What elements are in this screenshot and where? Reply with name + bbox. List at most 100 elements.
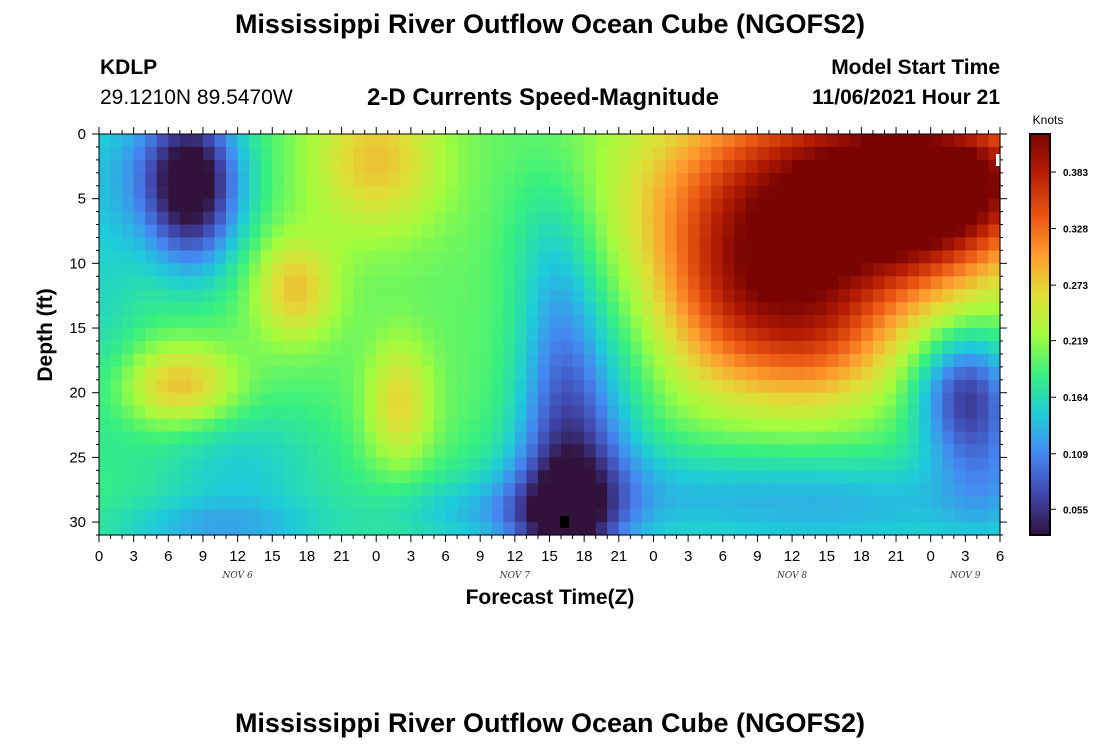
heatmap-cell	[526, 366, 539, 381]
heatmap-cell	[815, 470, 828, 484]
heatmap-cell	[387, 340, 400, 355]
heatmap-cell	[711, 353, 724, 368]
heatmap-cell	[295, 224, 308, 239]
heatmap-cell	[965, 263, 978, 277]
heatmap-cell	[537, 172, 551, 187]
heatmap-cell	[99, 366, 112, 381]
heatmap-cell	[549, 211, 562, 226]
heatmap-cell	[491, 289, 504, 303]
heatmap-cell	[607, 379, 620, 394]
heatmap-cell	[607, 146, 620, 161]
heatmap-cell	[757, 340, 770, 355]
heatmap-cell	[376, 457, 389, 471]
heatmap-cell	[537, 276, 551, 290]
heatmap-cell	[537, 418, 551, 433]
heatmap-cell	[237, 431, 250, 446]
heatmap-cell	[364, 224, 377, 239]
heatmap-cell	[757, 509, 770, 523]
heatmap-cell	[872, 237, 886, 252]
heatmap-cell	[768, 405, 782, 420]
heatmap-cell	[699, 159, 712, 174]
heatmap-cell	[595, 418, 608, 433]
heatmap-cell	[410, 134, 424, 148]
heatmap-cell	[641, 211, 655, 226]
heatmap-cell	[214, 315, 227, 329]
heatmap-cell	[665, 444, 678, 458]
heatmap-cell	[422, 146, 435, 161]
heatmap-cell	[838, 185, 851, 200]
heatmap-cell	[618, 496, 631, 510]
heatmap-cell	[722, 134, 735, 148]
heatmap-cell	[272, 159, 285, 174]
heatmap-cell	[364, 431, 377, 446]
heatmap-cell	[237, 263, 250, 277]
heatmap-cell	[260, 418, 273, 433]
heatmap-cell	[399, 237, 412, 252]
heatmap-cell	[676, 146, 689, 161]
heatmap-cell	[953, 237, 966, 252]
heatmap-cell	[653, 211, 666, 226]
heatmap-cell	[584, 159, 597, 174]
heatmap-cell	[884, 146, 897, 161]
heatmap-cell	[803, 263, 816, 277]
heatmap-cell	[99, 496, 112, 510]
heatmap-cell	[919, 185, 932, 200]
heatmap-cell	[699, 444, 712, 458]
heatmap-cell	[699, 405, 712, 420]
heatmap-cell	[306, 392, 320, 407]
heatmap-cell	[191, 172, 204, 187]
model-start-label: Model Start Time	[831, 56, 1000, 79]
heatmap-cell	[826, 172, 839, 187]
heatmap-cell	[930, 211, 943, 226]
heatmap-cell	[145, 250, 158, 264]
heatmap-cell	[503, 509, 516, 523]
heatmap-cell	[803, 328, 816, 342]
heatmap-cell	[676, 328, 689, 342]
heatmap-cell	[514, 328, 527, 342]
heatmap-cell	[445, 237, 458, 252]
heatmap-cell	[480, 457, 493, 471]
heatmap-cell	[792, 328, 805, 342]
heatmap-cell	[607, 172, 620, 187]
heatmap-cell	[988, 276, 1001, 290]
heatmap-cell	[260, 224, 273, 239]
heatmap-cell	[618, 263, 631, 277]
heatmap-cell	[965, 185, 978, 200]
heatmap-cell	[214, 328, 227, 342]
heatmap-cell	[179, 250, 193, 264]
heatmap-cell	[353, 185, 366, 200]
heatmap-cell	[306, 353, 320, 368]
heatmap-cell	[537, 211, 551, 226]
heatmap-cell	[226, 224, 239, 239]
heatmap-cell	[618, 289, 631, 303]
heatmap-cell	[722, 353, 735, 368]
heatmap-cell	[630, 340, 643, 355]
heatmap-cell	[884, 522, 897, 536]
heatmap-cell	[260, 198, 273, 213]
heatmap-cell	[561, 483, 574, 497]
heatmap-cell	[653, 198, 666, 213]
heatmap-cell	[919, 302, 932, 316]
heatmap-cell	[838, 457, 851, 471]
heatmap-cell	[422, 444, 435, 458]
heatmap-cell	[549, 431, 562, 446]
heatmap-cell	[202, 379, 216, 394]
heatmap-cell	[341, 263, 354, 277]
y-tick-label: 25	[69, 449, 86, 466]
heatmap-cell	[849, 185, 862, 200]
heatmap-cell	[988, 211, 1001, 226]
heatmap-cell	[734, 198, 747, 213]
heatmap-cell	[976, 134, 990, 148]
heatmap-cell	[872, 159, 886, 174]
heatmap-cell	[745, 237, 759, 252]
heatmap-cell	[283, 159, 296, 174]
heatmap-cell	[202, 470, 216, 484]
heatmap-cell	[480, 328, 493, 342]
heatmap-cell	[457, 289, 470, 303]
heatmap-cell	[410, 276, 424, 290]
heatmap-cell	[133, 328, 146, 342]
heatmap-cell	[295, 483, 308, 497]
heatmap-cell	[191, 340, 204, 355]
heatmap-cell	[341, 470, 354, 484]
heatmap-cell	[283, 496, 296, 510]
